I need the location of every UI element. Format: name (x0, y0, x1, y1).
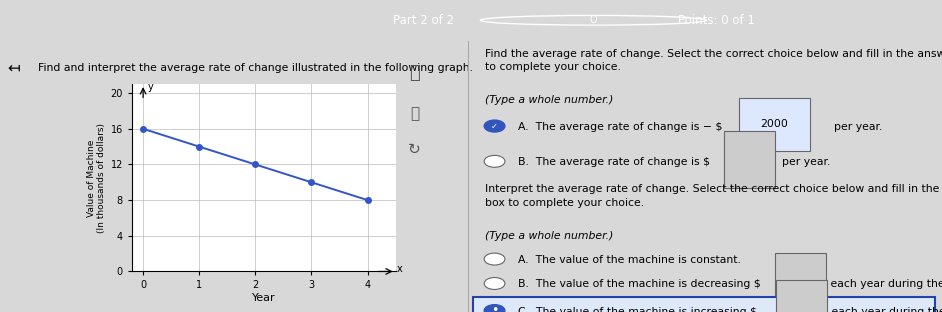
Text: x: x (397, 264, 402, 274)
Text: Points: 0 of 1: Points: 0 of 1 (678, 14, 755, 27)
Text: ↤: ↤ (8, 60, 21, 75)
Text: B.  The average rate of change is $: B. The average rate of change is $ (518, 157, 714, 167)
FancyBboxPatch shape (474, 297, 934, 312)
Text: •: • (491, 304, 498, 312)
Text: Part 2 of 2: Part 2 of 2 (394, 14, 454, 27)
Circle shape (484, 120, 505, 132)
Text: Find the average rate of change. Select the correct choice below and fill in the: Find the average rate of change. Select … (485, 49, 942, 72)
Circle shape (484, 278, 505, 290)
Text: Interpret the average rate of change. Select the correct choice below and fill i: Interpret the average rate of change. Se… (485, 184, 942, 207)
Text: ✓: ✓ (491, 122, 498, 130)
Circle shape (484, 253, 505, 265)
Text: Find and interpret the average rate of change illustrated in the following graph: Find and interpret the average rate of c… (38, 63, 473, 73)
Text: per year.: per year. (774, 157, 830, 167)
Circle shape (484, 155, 505, 167)
Text: 2000: 2000 (761, 119, 788, 129)
Text: ⌕: ⌕ (410, 106, 419, 121)
Text: A.  The value of the machine is constant.: A. The value of the machine is constant. (518, 255, 741, 265)
Text: y: y (148, 82, 154, 92)
Text: O: O (590, 15, 597, 25)
Text: each year during these years.: each year during these years. (827, 280, 942, 290)
Text: (Type a whole number.): (Type a whole number.) (485, 231, 613, 241)
Text: ⌕: ⌕ (409, 64, 420, 82)
Circle shape (484, 305, 505, 312)
Y-axis label: Value of Machine
(In thousands of dollars): Value of Machine (In thousands of dollar… (87, 123, 106, 233)
Text: (Type a whole number.): (Type a whole number.) (485, 95, 613, 105)
X-axis label: Year: Year (252, 293, 276, 303)
Text: per year.: per year. (827, 122, 882, 132)
Text: A.  The average rate of change is − $: A. The average rate of change is − $ (518, 122, 726, 132)
Text: ↻: ↻ (408, 142, 421, 157)
Text: C.  The value of the machine is increasing $: C. The value of the machine is increasin… (518, 307, 760, 312)
Text: B.  The value of the machine is decreasing $: B. The value of the machine is decreasin… (518, 280, 764, 290)
Text: each year during these years.: each year during these years. (828, 307, 942, 312)
